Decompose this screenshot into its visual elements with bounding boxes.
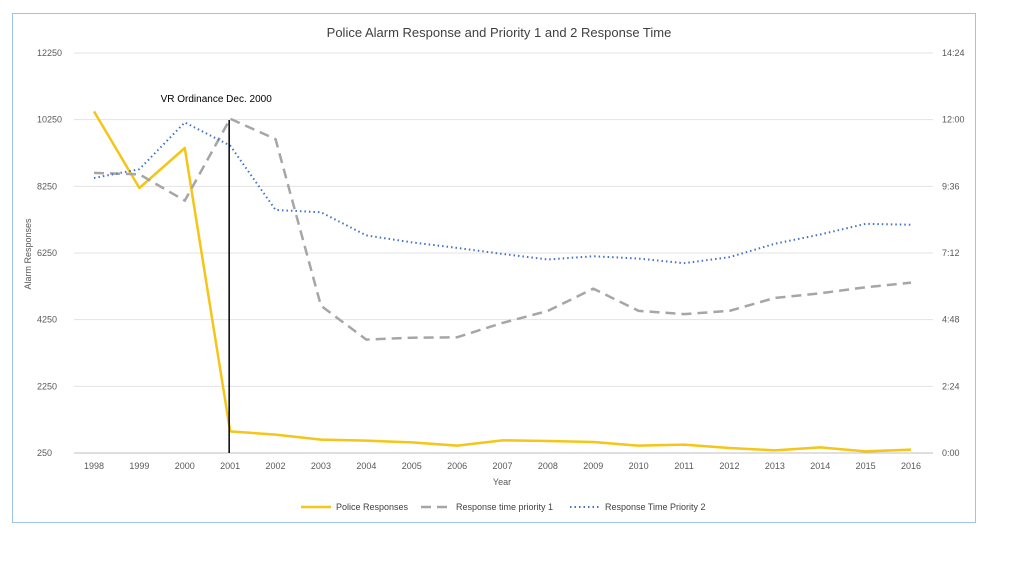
legend-label-2: Response time priority 1 xyxy=(456,502,553,512)
x-tick-label: 2012 xyxy=(719,461,739,471)
y-tick-label: 6250 xyxy=(37,248,57,258)
annotation-layer: VR Ordinance Dec. 2000 xyxy=(161,94,273,453)
series-layer xyxy=(92,110,912,453)
x-tick-label: 2002 xyxy=(266,461,286,471)
ordinance-annotation: VR Ordinance Dec. 2000 xyxy=(161,94,273,105)
y-tick-label: 10250 xyxy=(37,115,62,125)
chart-title: Police Alarm Response and Priority 1 and… xyxy=(327,25,672,40)
left-axis-ticks: 12250 10250 8250 6250 4250 2250 250 xyxy=(37,48,62,458)
x-axis-title: Year xyxy=(493,477,511,487)
x-tick-label: 2009 xyxy=(583,461,603,471)
line-chart: 12250 10250 8250 6250 4250 2250 250 14:24 12:00… xyxy=(23,25,965,512)
x-tick-label: 2006 xyxy=(447,461,467,471)
x-tick-label: 2016 xyxy=(901,461,921,471)
x-tick-label: 2001 xyxy=(220,461,240,471)
y2-tick-label: 0:00 xyxy=(942,448,960,458)
series-line-3 xyxy=(93,121,912,265)
legend: Police Responses Response time priority 1… xyxy=(301,502,706,512)
y-axis-title: Alarm Responses xyxy=(23,218,33,290)
x-tick-label: 1999 xyxy=(129,461,149,471)
chart-frame: 12250 10250 8250 6250 4250 2250 250 14:24 12:00… xyxy=(12,13,976,523)
x-tick-label: 2004 xyxy=(356,461,376,471)
legend-label-3: Response Time Priority 2 xyxy=(605,502,706,512)
x-tick-label: 2007 xyxy=(492,461,512,471)
x-axis-ticks: 1998 1999 2000 2001 2002 2003 2004 2005 2006 2007… xyxy=(84,461,921,471)
x-tick-label: 2011 xyxy=(674,461,693,471)
y2-tick-label: 14:24 xyxy=(942,48,965,58)
x-tick-label: 2010 xyxy=(629,461,649,471)
y-tick-label: 12250 xyxy=(37,48,62,58)
y2-tick-label: 9:36 xyxy=(942,181,960,191)
right-axis-ticks: 14:24 12:00 9:36 7:12 4:48 2:24 0:00 xyxy=(942,48,965,458)
x-tick-label: 1998 xyxy=(84,461,104,471)
y2-tick-label: 2:24 xyxy=(942,381,960,391)
y-tick-label: 4250 xyxy=(37,315,57,325)
x-tick-label: 2000 xyxy=(175,461,195,471)
series-line-1 xyxy=(92,110,912,453)
x-tick-label: 2013 xyxy=(765,461,785,471)
x-tick-label: 2015 xyxy=(856,461,876,471)
y2-tick-label: 12:00 xyxy=(942,115,965,125)
x-tick-label: 2003 xyxy=(311,461,331,471)
y-tick-label: 2250 xyxy=(37,381,57,391)
x-tick-label: 2008 xyxy=(538,461,558,471)
y2-tick-label: 7:12 xyxy=(942,248,960,258)
y-tick-label: 8250 xyxy=(37,181,57,191)
legend-label-1: Police Responses xyxy=(336,502,409,512)
x-tick-label: 2014 xyxy=(810,461,830,471)
y-tick-label: 250 xyxy=(37,448,52,458)
x-tick-label: 2005 xyxy=(402,461,422,471)
gridlines xyxy=(74,52,933,454)
series-line-2 xyxy=(93,117,912,341)
y2-tick-label: 4:48 xyxy=(942,315,960,325)
